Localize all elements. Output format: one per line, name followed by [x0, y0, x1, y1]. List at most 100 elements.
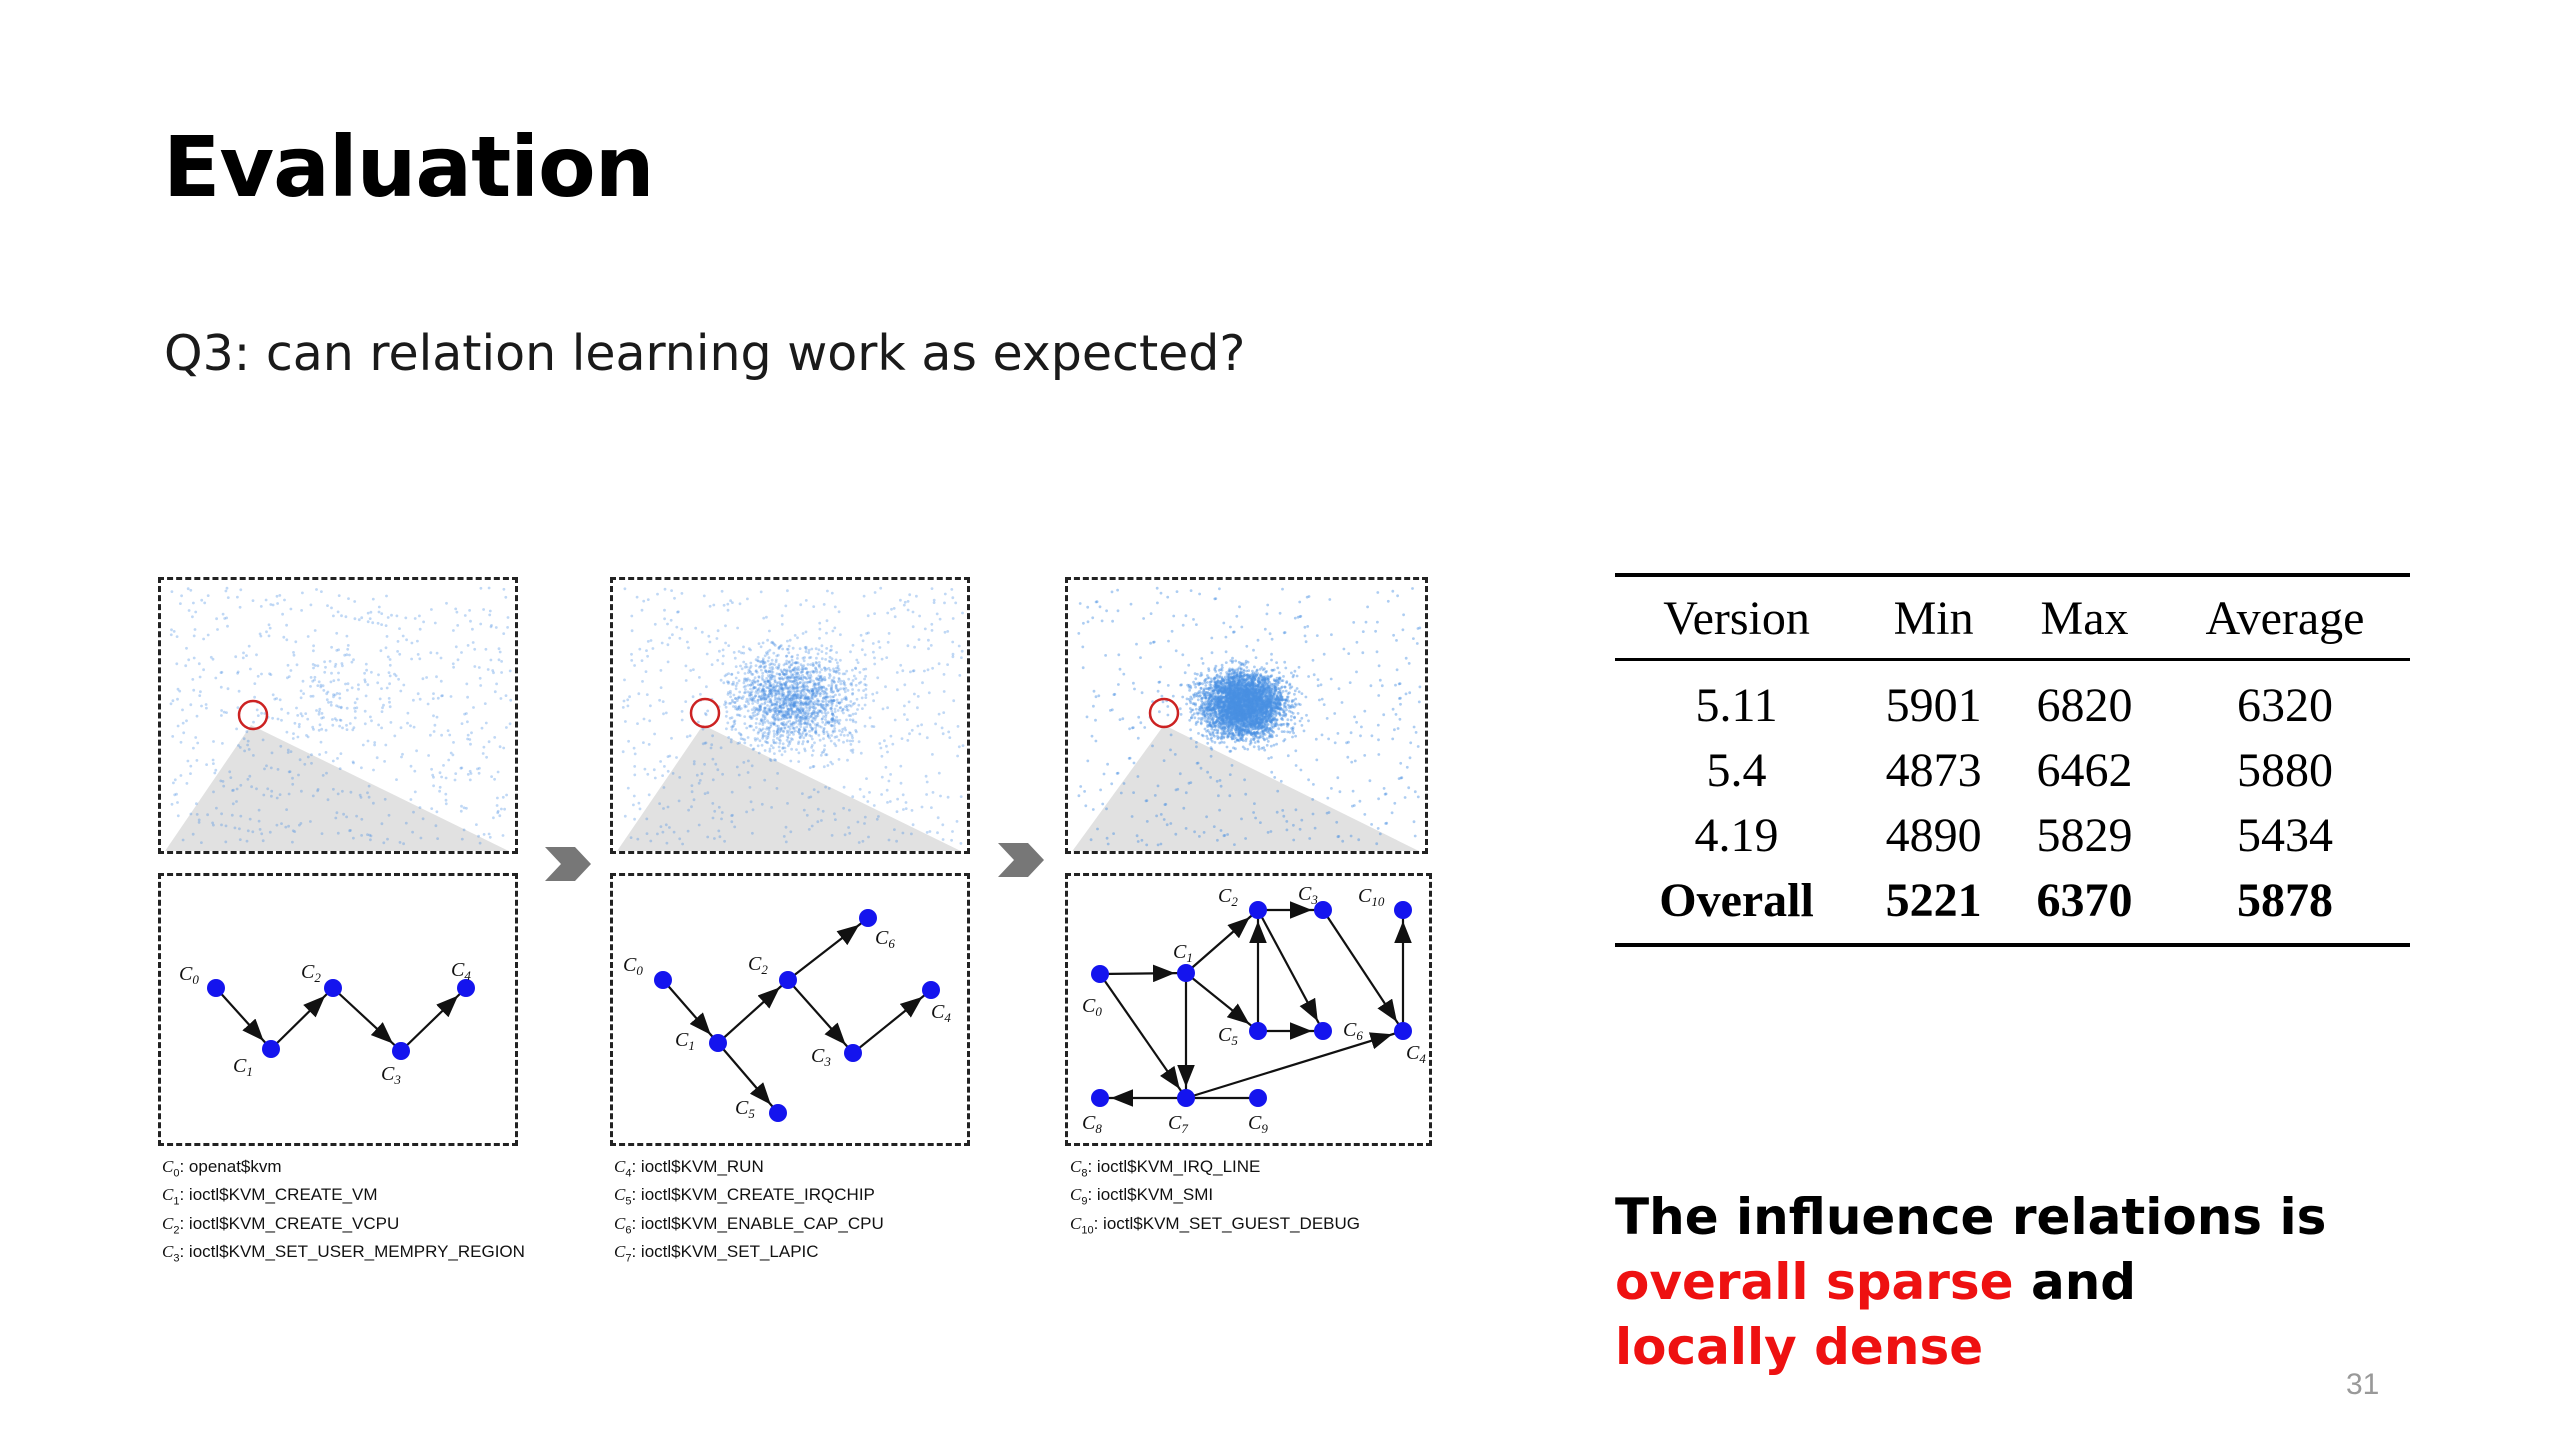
node-c5 — [1249, 1022, 1267, 1040]
edge — [852, 989, 932, 1054]
legend-item: C10: ioctl$KVM_SET_GUEST_DEBUG — [1070, 1213, 1361, 1237]
graph-panel-stage2: C0 C1 C2 C3 C4 C5 C6 — [610, 873, 970, 1146]
conclusion-part: and — [2013, 1253, 2137, 1311]
header-average: Average — [2159, 573, 2410, 661]
node-c3 — [844, 1044, 862, 1062]
node-c5 — [769, 1104, 787, 1122]
label-c6: C6 — [875, 927, 895, 951]
cloud-panel-medium — [610, 577, 970, 854]
legend-stage1: C0: openat$kvm C1: ioctl$KVM_CREATE_VM C2:… — [162, 1156, 525, 1270]
legend-item: C1: ioctl$KVM_CREATE_VM — [162, 1185, 378, 1208]
edge — [1185, 972, 1259, 1032]
edge — [1185, 909, 1259, 974]
node-c7 — [1177, 1089, 1195, 1107]
cell-max: 6370 — [2009, 868, 2160, 947]
label-c2: C2 — [748, 953, 768, 977]
label-c8: C8 — [1082, 1112, 1102, 1136]
edge — [1185, 1029, 1404, 1100]
table-header-row: Version Min Max Average — [1615, 573, 2410, 661]
cloud-dense-svg — [1072, 586, 1422, 851]
legend-stage3: C8: ioctl$KVM_IRQ_LINE C9: ioctl$KVM_SMI C… — [1070, 1156, 1360, 1241]
node-c2 — [324, 979, 342, 997]
label-c9: C9 — [1248, 1112, 1268, 1136]
header-min: Min — [1858, 573, 2010, 661]
label-c5: C5 — [735, 1097, 755, 1121]
stage-arrow-icon — [545, 847, 591, 881]
highlight-circle — [689, 697, 721, 729]
edge — [787, 979, 854, 1054]
node-c2 — [779, 971, 797, 989]
legend-item: C2: ioctl$KVM_CREATE_VCPU — [162, 1213, 400, 1237]
node-c1 — [1177, 964, 1195, 982]
label-c2: C2 — [301, 961, 321, 985]
node-c3 — [392, 1042, 410, 1060]
graph-stage1-svg: C0 C1 C2 C3 C4 — [179, 959, 475, 1087]
node-c4 — [922, 981, 940, 999]
conclusion-part: The influence relations is — [1615, 1188, 2327, 1246]
edge — [787, 917, 869, 981]
kernel-version-table: Version Min Max Average 5.11 5901 6820 6… — [1615, 573, 2410, 947]
label-c4: C4 — [931, 1001, 951, 1025]
legend-item: C9: ioctl$KVM_SMI — [1070, 1185, 1214, 1208]
node-c6 — [859, 909, 877, 927]
cloud-panel-dense — [1065, 577, 1428, 854]
question-text: Q3: can relation learning work as expect… — [164, 325, 1246, 382]
conclusion-highlight: locally dense — [1615, 1318, 1984, 1376]
node-c1 — [262, 1040, 280, 1058]
cell-max: 6462 — [2036, 744, 2133, 797]
edge — [215, 987, 272, 1050]
table-row-overall: Overall 5221 6370 5878 — [1615, 868, 2410, 947]
header-version: Version — [1615, 573, 1859, 661]
conclusion-highlight: overall sparse — [1615, 1253, 2014, 1311]
table-row: 4.19 4890 5829 5434 — [1615, 803, 2410, 868]
cell-average: 6320 — [2236, 679, 2333, 732]
highlight-circle — [237, 699, 269, 731]
label-c2: C2 — [1218, 885, 1238, 909]
slide-title: Evaluation — [163, 118, 655, 216]
cell-average: 5878 — [2159, 868, 2410, 947]
graph-stage3-svg: C0 C1 C2 C3 C4 C5 C6 C7 C8 C9 C10 — [1082, 883, 1426, 1136]
cell-min: 5901 — [1885, 679, 1982, 732]
table-row: 5.11 5901 6820 6320 — [1615, 660, 2410, 739]
cloud-points — [1077, 586, 1422, 847]
zoom-cone — [617, 725, 961, 851]
label-c3: C3 — [1298, 883, 1318, 907]
legend-item: C8: ioctl$KVM_IRQ_LINE — [1070, 1157, 1261, 1180]
cell-version: Overall — [1615, 868, 1859, 947]
label-c3: C3 — [811, 1045, 831, 1069]
label-c10: C10 — [1358, 885, 1385, 909]
node-c2 — [1249, 901, 1267, 919]
edge — [1099, 964, 1187, 983]
label-c1: C1 — [675, 1029, 695, 1053]
cloud-panel-sparse — [158, 577, 518, 854]
cell-version: 5.4 — [1706, 744, 1767, 797]
legend-item: C4: ioctl$KVM_RUN — [614, 1157, 764, 1180]
edge — [717, 1042, 779, 1114]
label-c4: C4 — [451, 959, 471, 983]
label-c0: C0 — [623, 954, 643, 978]
page-number: 31 — [2346, 1368, 2380, 1401]
graph-stage2-svg: C0 C1 C2 C3 C4 C5 C6 — [623, 909, 951, 1122]
edge — [717, 979, 789, 1044]
legend-item: C6: ioctl$KVM_ENABLE_CAP_CPU — [614, 1213, 884, 1237]
legend-stage2: C4: ioctl$KVM_RUN C5: ioctl$KVM_CREATE_IR… — [614, 1156, 884, 1270]
header-max: Max — [2009, 573, 2160, 661]
cell-version: 4.19 — [1694, 809, 1779, 862]
legend-item: C7: ioctl$KVM_SET_LAPIC — [614, 1242, 819, 1265]
highlight-circle — [1148, 697, 1180, 729]
node-c8 — [1091, 1089, 1109, 1107]
label-c1: C1 — [1173, 941, 1193, 965]
cell-max: 5829 — [2036, 809, 2133, 862]
edge — [1099, 973, 1187, 1099]
node-c1 — [709, 1034, 727, 1052]
node-c6 — [1314, 1022, 1332, 1040]
cell-min: 4890 — [1885, 809, 1982, 862]
legend-item: C3: ioctl$KVM_SET_USER_MEMPRY_REGION — [162, 1242, 525, 1265]
edge — [270, 987, 334, 1050]
edge — [1257, 909, 1324, 1032]
node-c10 — [1394, 901, 1412, 919]
label-c3: C3 — [381, 1063, 401, 1087]
node-c3 — [1314, 901, 1332, 919]
zoom-cone — [165, 725, 509, 851]
cell-average: 5434 — [2236, 809, 2333, 862]
